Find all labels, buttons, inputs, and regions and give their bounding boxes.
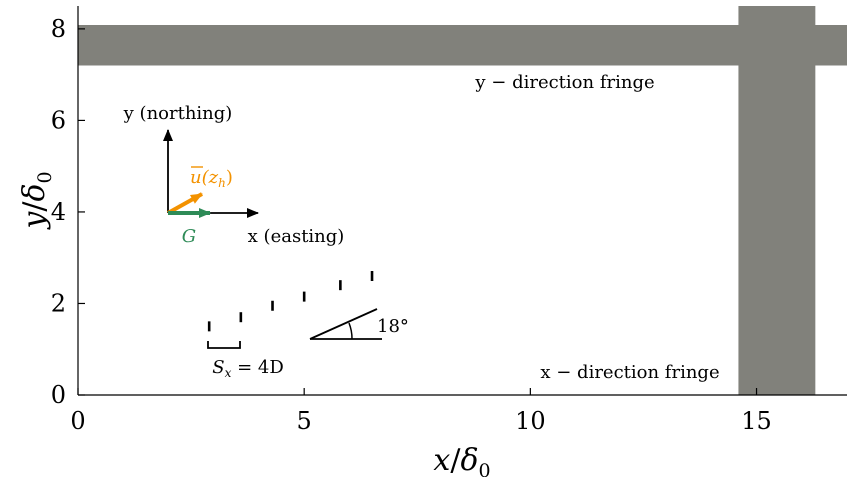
angle-arc: [348, 322, 353, 340]
g-label: G: [182, 226, 196, 247]
compass: y (northing) x (easting) u(zh) G: [123, 103, 345, 247]
y-tick-label: 0: [51, 381, 66, 409]
y-tick-label: 8: [51, 15, 66, 43]
velocity-arrow: [167, 192, 203, 215]
north-label: y (northing): [123, 103, 233, 124]
y-tick-label: 6: [51, 106, 66, 134]
spacing-bracket: Sx = 4D: [207, 341, 284, 380]
angle-label: 18°: [377, 316, 409, 337]
turbine-array: [207, 271, 374, 332]
east-label: x (easting): [248, 226, 345, 247]
velocity-label: u(zh): [190, 167, 233, 190]
x-tick-label: 10: [515, 407, 546, 435]
x-tick-label: 5: [297, 407, 312, 435]
y-tick-label: 4: [51, 198, 66, 226]
x-fringe-label: x − direction fringe: [540, 362, 719, 383]
spacing-label: Sx = 4D: [212, 357, 284, 380]
y-fringe-label: y − direction fringe: [474, 72, 654, 93]
plot-area: [78, 6, 847, 395]
y-axis-ticks: 0 2 4 6 8: [51, 15, 85, 409]
angle-ray: [309, 308, 378, 340]
y-direction-fringe-region: [78, 25, 847, 66]
x-direction-fringe-region: [738, 6, 816, 395]
angle-indicator: 18°: [309, 308, 409, 340]
x-tick-label: 0: [70, 407, 85, 435]
x-tick-label: 15: [741, 407, 772, 435]
x-axis-ticks: 0 5 10 15: [70, 388, 772, 435]
x-axis-title: x/δ0: [433, 443, 490, 477]
y-tick-label: 2: [51, 289, 66, 317]
y-axis-title: y/δ0: [17, 171, 56, 230]
